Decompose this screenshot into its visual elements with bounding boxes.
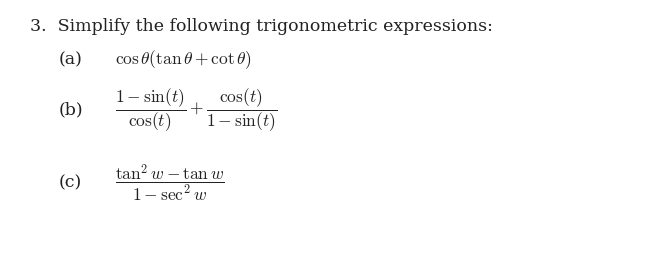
Text: (a): (a) bbox=[59, 52, 83, 68]
Text: $\dfrac{1-\sin(t)}{\cos(t)} + \dfrac{\cos(t)}{1-\sin(t)}$: $\dfrac{1-\sin(t)}{\cos(t)} + \dfrac{\co… bbox=[115, 86, 277, 134]
Text: 3.  Simplify the following trigonometric expressions:: 3. Simplify the following trigonometric … bbox=[30, 18, 493, 35]
Text: (c): (c) bbox=[59, 174, 82, 192]
Text: $\dfrac{\tan^2 w - \tan w}{1 - \sec^2 w}$: $\dfrac{\tan^2 w - \tan w}{1 - \sec^2 w}… bbox=[115, 163, 224, 203]
Text: $\cos\theta(\tan\theta + \cot\theta)$: $\cos\theta(\tan\theta + \cot\theta)$ bbox=[115, 49, 252, 71]
Text: (b): (b) bbox=[59, 101, 84, 118]
